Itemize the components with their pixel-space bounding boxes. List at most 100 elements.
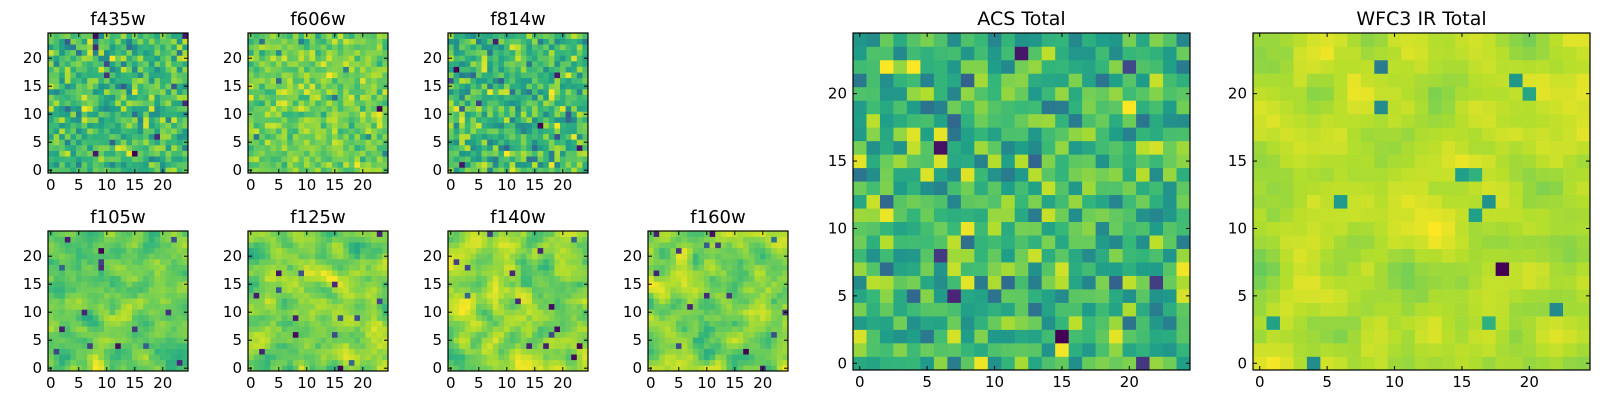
heatmap-cell bbox=[320, 253, 327, 260]
heatmap-cell bbox=[487, 49, 494, 56]
heatmap-cell bbox=[906, 167, 921, 182]
heatmap-cell bbox=[59, 83, 66, 90]
heatmap-cell bbox=[487, 331, 494, 338]
heatmap-cell bbox=[464, 320, 471, 327]
heatmap-cell bbox=[560, 337, 566, 344]
heatmap-cell bbox=[298, 111, 305, 118]
heatmap-cell bbox=[464, 247, 471, 254]
heatmap-cell bbox=[464, 281, 471, 288]
heatmap-cell bbox=[98, 122, 105, 129]
heatmap-cell bbox=[70, 83, 77, 90]
heatmap-cell bbox=[543, 128, 550, 135]
heatmap-cell bbox=[309, 61, 316, 67]
heatmap-cell bbox=[343, 150, 350, 157]
heatmap-cell bbox=[281, 281, 288, 288]
heatmap-cell bbox=[182, 33, 189, 39]
heatmap-cell bbox=[515, 236, 522, 243]
heatmap-cell bbox=[687, 231, 694, 237]
heatmap-cell bbox=[571, 111, 578, 118]
heatmap-cell bbox=[132, 61, 138, 67]
heatmap-cell bbox=[698, 287, 705, 293]
heatmap-cell bbox=[743, 270, 750, 277]
heatmap-cell bbox=[676, 275, 682, 282]
heatmap-cell bbox=[109, 156, 116, 163]
heatmap-cell bbox=[253, 331, 260, 338]
heatmap-cell bbox=[648, 236, 654, 243]
heatmap-cell bbox=[132, 77, 138, 84]
heatmap-cell bbox=[582, 315, 589, 321]
heatmap-cell bbox=[326, 38, 333, 45]
heatmap-cell bbox=[365, 287, 372, 293]
heatmap-cell bbox=[737, 348, 744, 355]
heatmap-cell bbox=[360, 156, 366, 163]
heatmap-cell bbox=[659, 264, 666, 271]
heatmap-cell bbox=[487, 337, 494, 344]
heatmap-cell bbox=[59, 100, 66, 107]
heatmap-cell bbox=[53, 38, 60, 45]
heatmap-cell bbox=[1082, 248, 1096, 263]
heatmap-cell bbox=[548, 236, 555, 243]
heatmap-cell bbox=[520, 38, 527, 45]
heatmap-cell bbox=[1149, 181, 1164, 196]
heatmap-cell bbox=[332, 287, 338, 293]
heatmap-cell bbox=[298, 61, 305, 67]
heatmap-cell bbox=[176, 105, 183, 112]
heatmap-cell bbox=[160, 77, 166, 84]
heatmap-cell bbox=[343, 38, 350, 45]
heatmap-cell bbox=[715, 337, 722, 344]
heatmap-cell bbox=[537, 354, 544, 361]
heatmap-cell bbox=[548, 275, 555, 282]
heatmap-cell bbox=[960, 208, 975, 223]
heatmap-cell bbox=[348, 89, 355, 95]
heatmap-cell bbox=[109, 117, 116, 123]
heatmap-cell bbox=[292, 270, 299, 277]
heatmap-cell bbox=[974, 356, 989, 371]
heatmap-cell bbox=[259, 253, 266, 260]
heatmap-cell bbox=[281, 111, 288, 118]
heatmap-cell bbox=[1163, 343, 1177, 357]
heatmap-cell bbox=[332, 292, 338, 299]
y-tick-label: 15 bbox=[23, 77, 42, 95]
heatmap-cell bbox=[515, 315, 522, 321]
heatmap-cell bbox=[698, 359, 705, 366]
heatmap-cell bbox=[504, 122, 510, 129]
heatmap-cell bbox=[492, 303, 499, 310]
heatmap-cell bbox=[120, 44, 127, 51]
heatmap-cell bbox=[459, 275, 466, 282]
heatmap-cell bbox=[137, 354, 144, 361]
heatmap-cell bbox=[53, 122, 60, 129]
heatmap-cell bbox=[537, 100, 544, 107]
heatmap-cell bbox=[1136, 235, 1150, 249]
heatmap-cell bbox=[481, 89, 488, 95]
heatmap-cell bbox=[148, 44, 155, 51]
heatmap-cell bbox=[532, 253, 538, 260]
heatmap-cell bbox=[276, 337, 282, 344]
heatmap-cell bbox=[281, 128, 288, 135]
heatmap-cell bbox=[87, 61, 94, 67]
heatmap-cell bbox=[520, 281, 527, 288]
heatmap-cell bbox=[1149, 262, 1164, 276]
heatmap-cell bbox=[148, 320, 155, 327]
heatmap-cell bbox=[933, 289, 948, 303]
heatmap-cell bbox=[171, 303, 178, 310]
heatmap-cell bbox=[382, 292, 389, 299]
heatmap-cell bbox=[365, 359, 372, 366]
heatmap-cell bbox=[782, 231, 789, 237]
heatmap-cell bbox=[470, 365, 477, 372]
heatmap-cell bbox=[160, 161, 166, 168]
heatmap-cell bbox=[365, 270, 372, 277]
heatmap-cell bbox=[532, 354, 538, 361]
heatmap-cell bbox=[481, 133, 488, 140]
heatmap-cell bbox=[704, 315, 710, 321]
heatmap-cell bbox=[132, 156, 138, 163]
heatmap-cell bbox=[720, 259, 727, 265]
heatmap-cell bbox=[109, 105, 116, 112]
heatmap-cell bbox=[64, 253, 71, 260]
heatmap-cell bbox=[76, 259, 82, 265]
heatmap-cell bbox=[137, 117, 144, 123]
heatmap-cell bbox=[109, 167, 116, 174]
heatmap-cell bbox=[120, 231, 127, 237]
heatmap-cell bbox=[304, 83, 310, 90]
heatmap-cell bbox=[115, 77, 122, 84]
heatmap-cell bbox=[498, 326, 505, 333]
